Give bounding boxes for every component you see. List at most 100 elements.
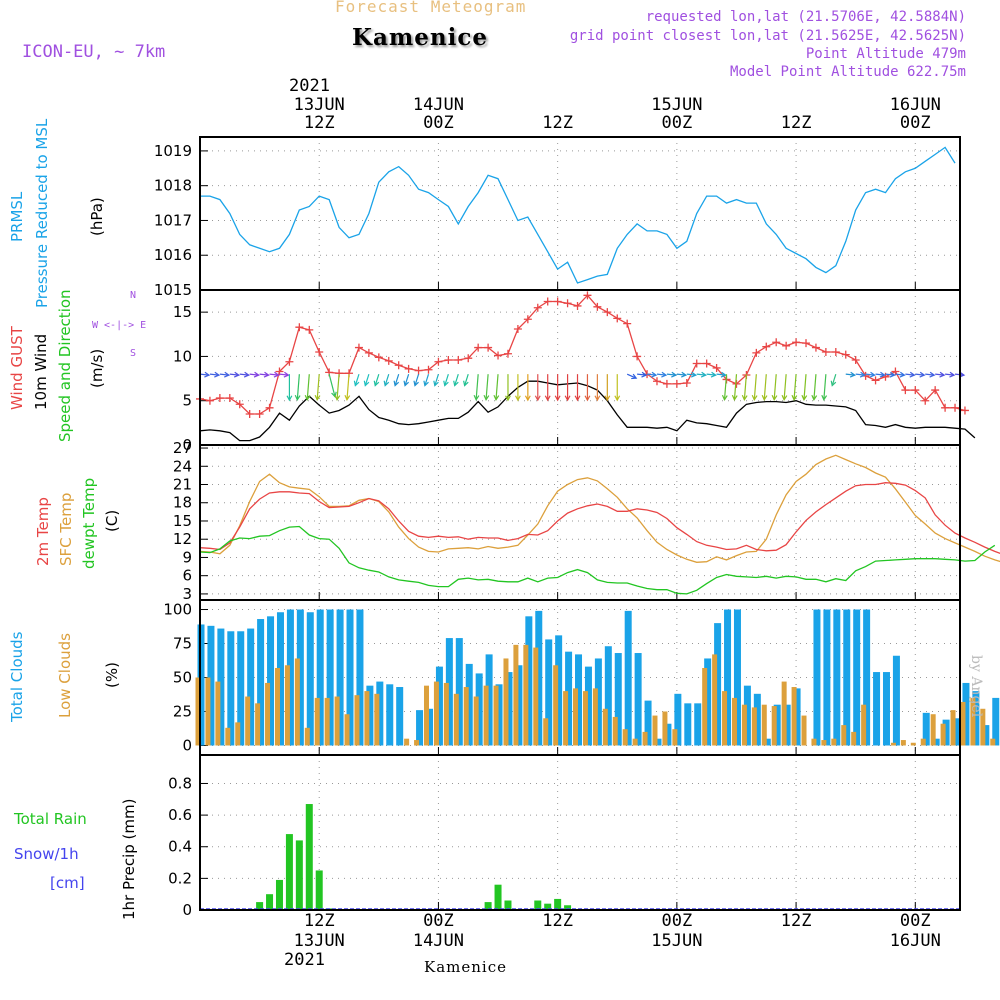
rain-bar — [504, 900, 512, 910]
wind-arrow-head — [830, 380, 837, 387]
wind-gust-marker — [613, 314, 622, 323]
wind-gust-marker — [841, 350, 850, 359]
wind-arrow-head — [554, 395, 561, 402]
year-label-top: 2021 — [289, 76, 330, 96]
wind-arrow-head — [641, 371, 648, 378]
low-clouds-bar — [920, 738, 926, 746]
wind-arrow-head — [781, 394, 788, 401]
temp-sfc-label: SFC Temp — [57, 492, 75, 566]
total-clouds-bar — [972, 691, 980, 746]
wind-arrow — [444, 373, 449, 386]
y-tick-label: 15 — [173, 303, 192, 321]
low-clouds-bar — [990, 738, 996, 746]
low-clouds-bar — [443, 682, 449, 746]
total-clouds-bar — [306, 612, 314, 746]
wind-arrow-head — [403, 380, 410, 387]
sfc-temp-line — [199, 454, 1000, 563]
compass-west-east: W <-|-> E — [92, 320, 147, 331]
wind-arrow — [269, 373, 279, 376]
low-clouds-bar — [543, 718, 549, 746]
total-clouds-bar — [962, 682, 970, 746]
low-clouds-bar — [771, 706, 777, 746]
y-tick-label: 0.4 — [168, 838, 192, 856]
wind-arrow — [686, 373, 696, 376]
wind-arrow — [404, 373, 410, 386]
wind-arrow — [706, 373, 716, 376]
wind-arrow-head — [801, 394, 808, 401]
time-label-bottom-hour: 12Z — [781, 911, 812, 931]
wind-gust-marker — [215, 394, 224, 403]
rain-bar — [554, 898, 562, 910]
total-clouds-bar — [654, 738, 662, 746]
wind-arrow — [495, 374, 499, 400]
wind-arrow-head — [383, 380, 390, 387]
low-clouds-bar — [741, 704, 747, 746]
wind-arrow-head — [811, 394, 818, 401]
total-clouds-bar — [674, 693, 682, 746]
wind-arrow — [783, 374, 787, 400]
low-clouds-bar — [851, 731, 857, 746]
total-clouds-bar — [823, 609, 831, 746]
y-tick-label: 27 — [173, 439, 192, 457]
low-clouds-bar — [493, 685, 499, 746]
low-clouds-bar — [265, 682, 271, 746]
wind-gust-marker — [354, 343, 363, 352]
wind-arrow — [346, 374, 350, 400]
total-clouds-bar — [793, 688, 801, 746]
wind-arrow — [813, 374, 817, 400]
wind-arrow-head — [584, 395, 591, 402]
total-clouds-bar — [724, 609, 732, 746]
footer-location: Kamenice — [424, 958, 507, 976]
wind-gust-marker — [503, 349, 512, 358]
low-clouds-bar — [642, 731, 648, 746]
total-clouds-bar — [425, 708, 433, 746]
total-clouds-bar — [833, 609, 841, 746]
low-clouds-bar — [652, 715, 658, 746]
wind-arrow-head — [334, 394, 341, 401]
low-clouds-bar — [761, 704, 767, 746]
wind-arrow-head — [373, 380, 380, 387]
low-clouds-bar — [304, 727, 310, 746]
wind-unit-label: (m/s) — [88, 348, 106, 388]
total-clouds-bar — [515, 665, 523, 746]
wind-arrow — [763, 374, 767, 400]
wind-gust-marker — [364, 348, 373, 357]
total-clouds-bar — [664, 723, 672, 746]
wind-arrow-head — [661, 371, 668, 378]
time-label-bottom-hour: 12Z — [304, 911, 335, 931]
wind-gust-marker — [404, 364, 413, 373]
wind-arrow-head — [304, 394, 311, 401]
wind-gust-marker — [424, 365, 433, 374]
wind-arrow — [626, 373, 637, 379]
total-clouds-label: Total Clouds — [8, 631, 26, 722]
total-clouds-bar — [952, 718, 960, 746]
wind-arrow-head — [243, 371, 250, 378]
wind-arrow-head — [721, 394, 728, 401]
low-clouds-bar — [404, 738, 410, 746]
wind-arrow-head — [263, 371, 270, 378]
total-clouds-bar — [346, 609, 354, 746]
wind-arrow — [945, 373, 955, 376]
low-clouds-bar — [801, 715, 807, 746]
low-clouds-bar — [930, 714, 936, 746]
time-label-top-hour: 12Z — [542, 113, 573, 133]
wind-gust-marker — [941, 403, 950, 412]
wind-arrow-head — [483, 394, 490, 401]
wind-gust-marker — [444, 355, 453, 364]
total-clouds-bar — [396, 687, 404, 746]
total-clouds-bar — [237, 631, 245, 746]
low-clouds-bar — [503, 658, 509, 746]
wind-arrow — [384, 373, 390, 386]
y-tick-label: 25 — [173, 702, 192, 720]
wind-gust-marker — [235, 400, 244, 409]
low-clouds-bar — [821, 740, 827, 746]
wind-arrow-head — [233, 371, 241, 378]
low-clouds-bar — [414, 740, 420, 746]
wind-arrow-head — [204, 371, 211, 378]
total-clouds-bar — [207, 625, 215, 746]
wind-arrow — [219, 373, 229, 376]
wind-gust-marker — [573, 301, 582, 310]
y-tick-label: 100 — [163, 601, 192, 619]
wind-arrow — [336, 374, 340, 400]
wind-arrow-head — [849, 371, 856, 378]
